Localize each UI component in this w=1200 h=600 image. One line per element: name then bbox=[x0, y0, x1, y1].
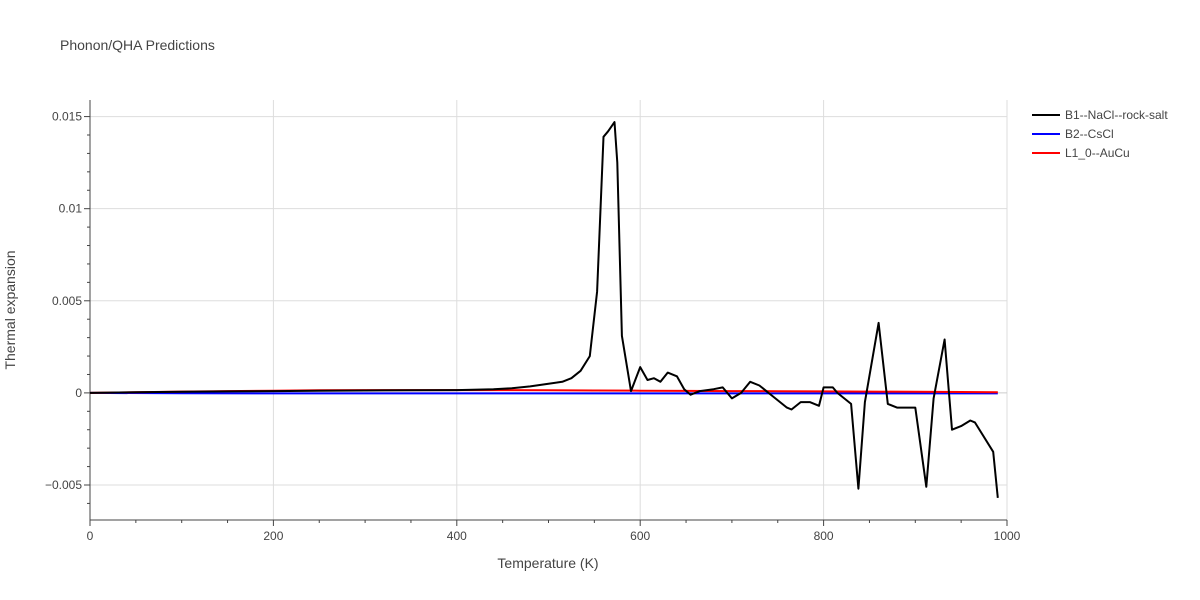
chart-title: Phonon/QHA Predictions bbox=[60, 37, 215, 53]
x-axis-title: Temperature (K) bbox=[497, 555, 598, 571]
x-tick-label: 600 bbox=[630, 529, 650, 543]
series-line-0[interactable] bbox=[89, 121, 999, 498]
y-tick-label: 0.015 bbox=[52, 110, 82, 124]
x-tick-label: 1000 bbox=[994, 529, 1021, 543]
y-tick-label: 0.01 bbox=[59, 202, 83, 216]
legend-item-0[interactable]: B1--NaCl--rock-salt bbox=[1032, 108, 1168, 122]
legend[interactable]: B1--NaCl--rock-salt B2--CsCl L1_0--AuCu bbox=[1032, 108, 1168, 160]
series-group bbox=[89, 121, 999, 498]
x-tick-labels: 0 200 400 600 800 1000 bbox=[87, 529, 1021, 543]
x-tick-label: 400 bbox=[447, 529, 467, 543]
y-tick-label: 0 bbox=[75, 386, 82, 400]
legend-label: L1_0--AuCu bbox=[1065, 146, 1130, 160]
x-tick-label: 200 bbox=[263, 529, 283, 543]
x-tick-label: 800 bbox=[814, 529, 834, 543]
y-tick-label: 0.005 bbox=[52, 294, 82, 308]
y-axis-title: Thermal expansion bbox=[2, 250, 18, 369]
axes bbox=[84, 100, 1008, 526]
legend-item-2[interactable]: L1_0--AuCu bbox=[1032, 146, 1130, 160]
x-tick-label: 0 bbox=[87, 529, 94, 543]
series-line-1[interactable] bbox=[89, 391, 998, 395]
legend-item-1[interactable]: B2--CsCl bbox=[1032, 127, 1114, 141]
y-tick-label: −0.005 bbox=[45, 478, 82, 492]
y-tick-labels: −0.005 0 0.005 0.01 0.015 bbox=[45, 110, 82, 492]
legend-label: B2--CsCl bbox=[1065, 127, 1114, 141]
legend-label: B1--NaCl--rock-salt bbox=[1065, 108, 1168, 122]
